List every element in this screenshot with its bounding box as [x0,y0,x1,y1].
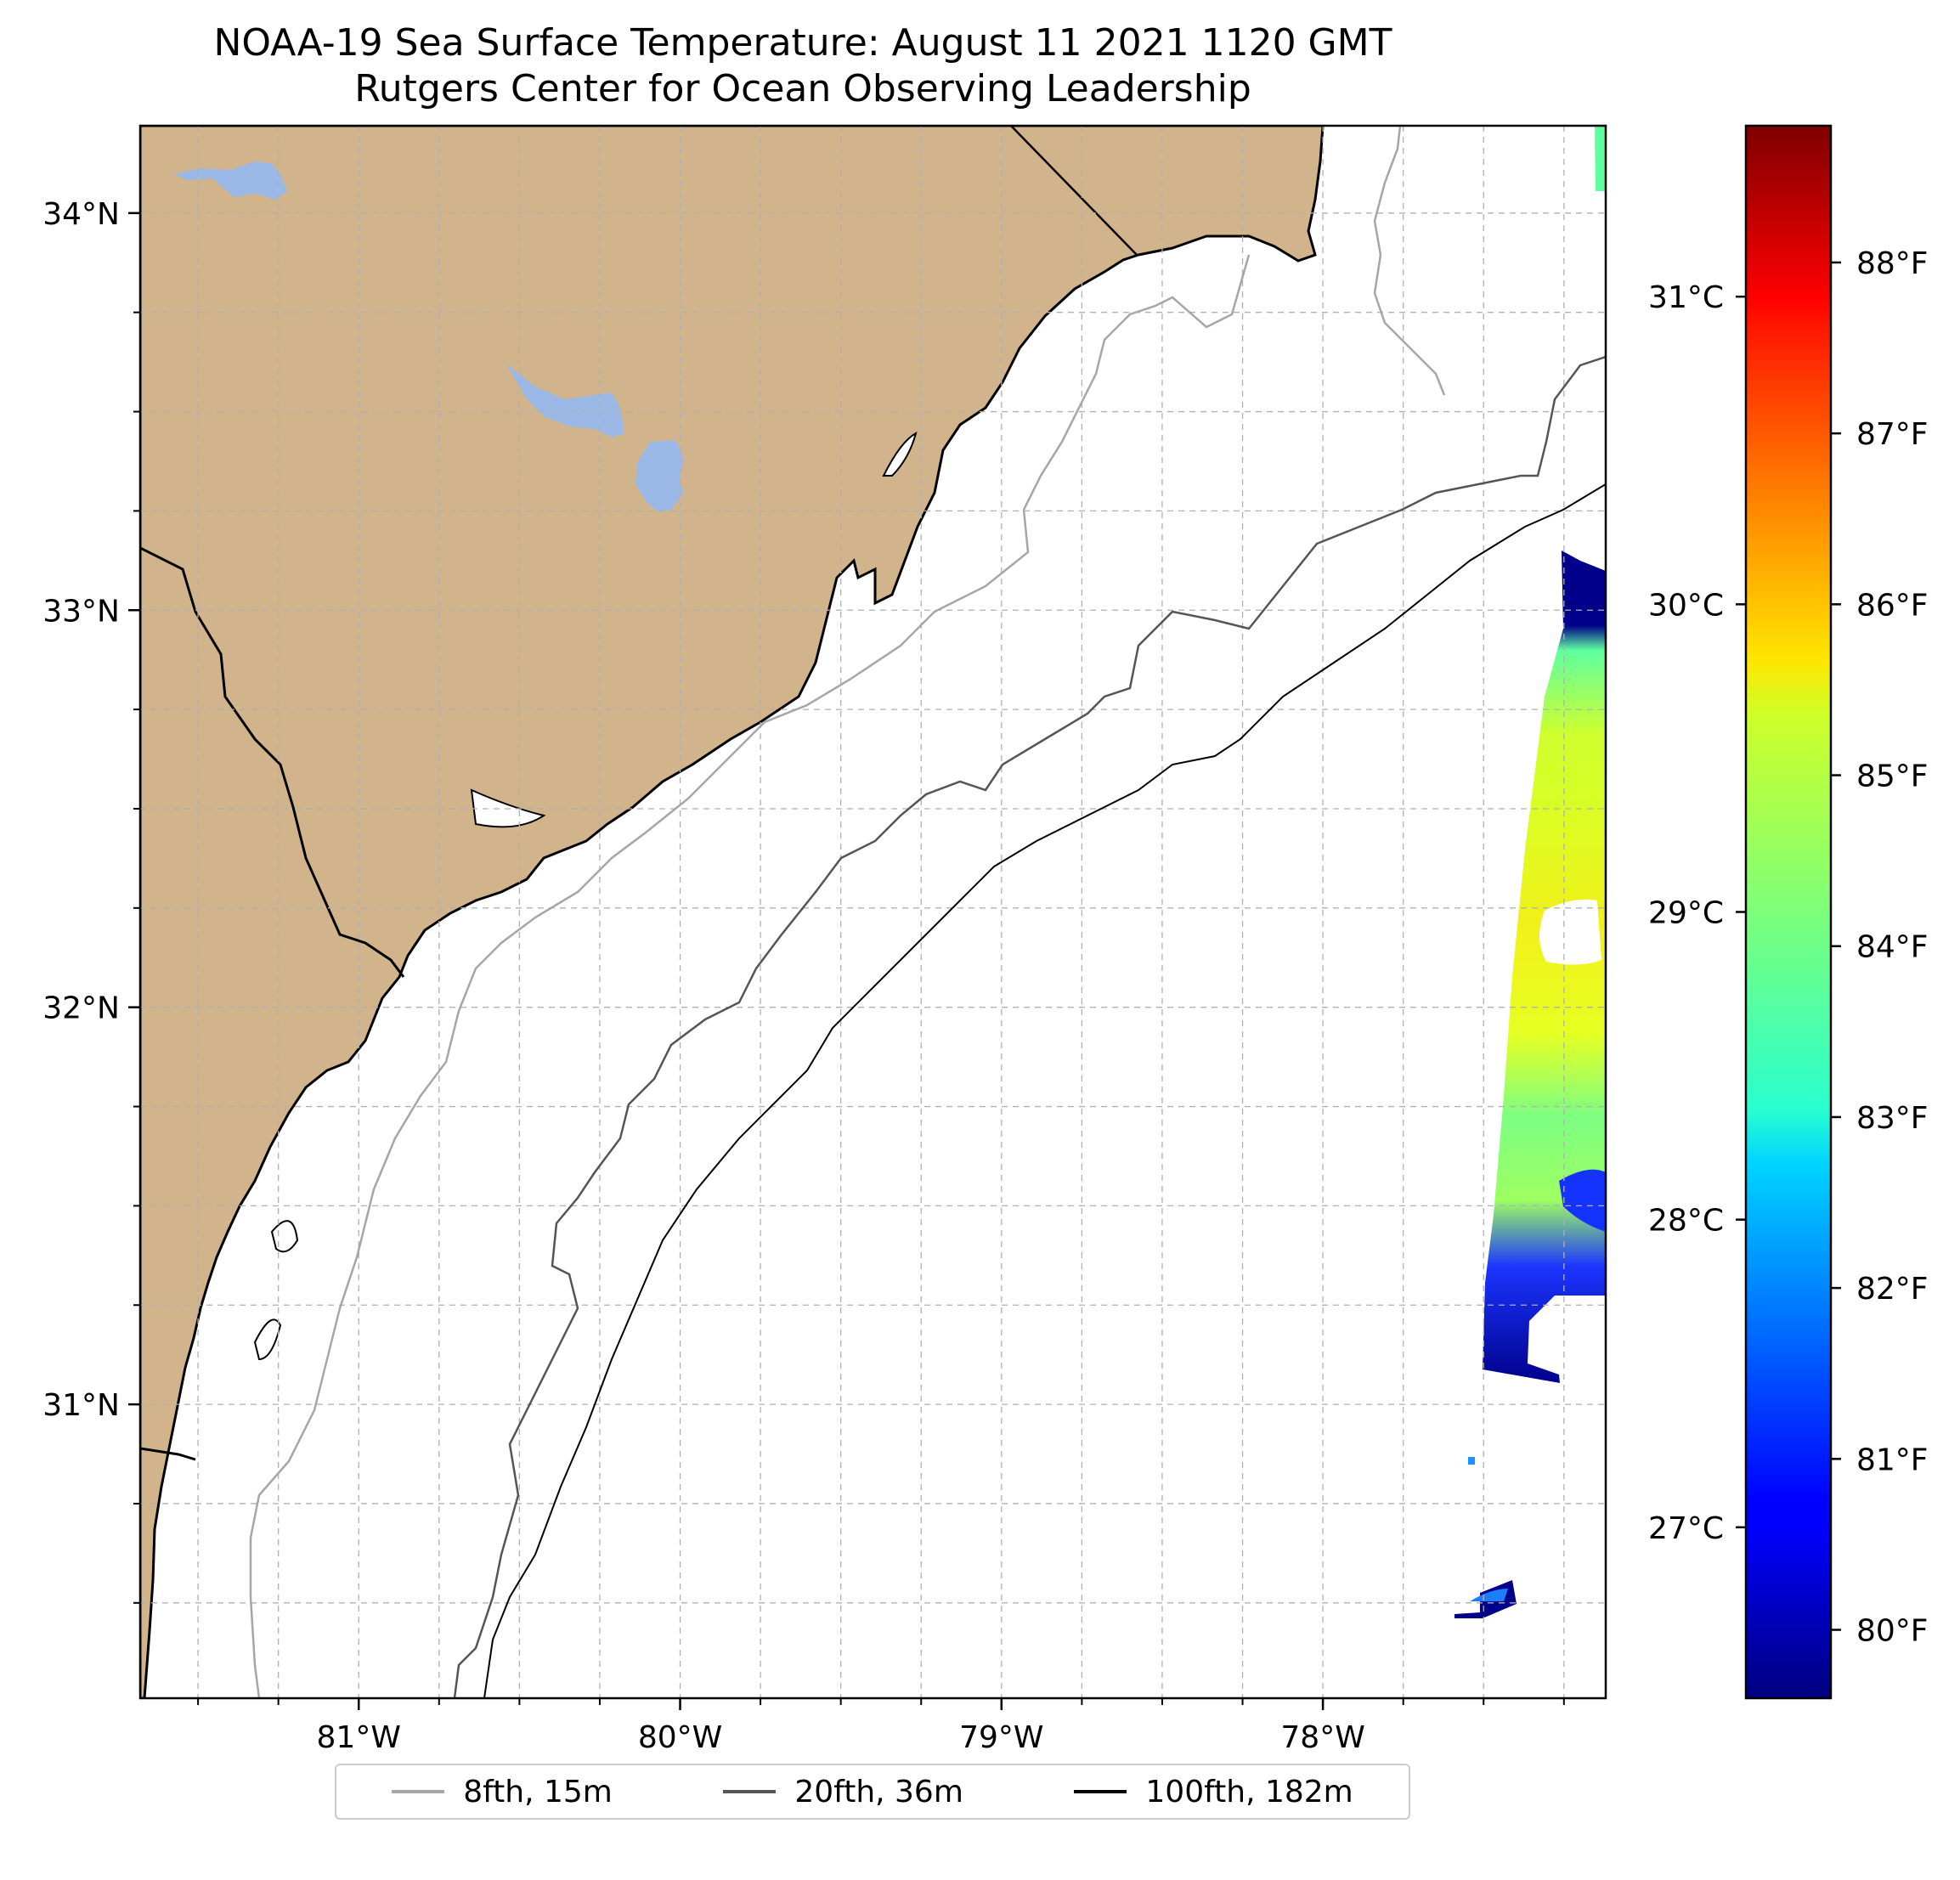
fahrenheit-tick-label: 88°F [1856,246,1929,281]
fahrenheit-tick-label: 86°F [1856,588,1929,623]
lon-tick-label: 80°W [638,1720,722,1755]
fahrenheit-tick-label: 81°F [1856,1442,1929,1477]
latitude-axis: 34°N 33°N 32°N 31°N [42,197,140,1604]
celsius-tick-label: 29°C [1648,896,1724,931]
map-area [140,126,1606,1698]
sst-swath [1454,126,1606,1618]
isobath-100fth [483,483,1606,1698]
isobath-20fth [453,355,1606,1698]
lat-tick-label: 33°N [42,594,120,629]
fahrenheit-tick-label: 80°F [1856,1614,1929,1649]
river-border [140,546,405,978]
colorbar: 88°F 87°F 86°F 85°F 84°F 83°F 82°F 81°F 80°F 31°… [1648,124,1929,1700]
longitude-axis: 81°W 80°W 79°W 78°W [197,1698,1565,1755]
colorbar-gradient [1744,124,1833,1700]
colorbar-celsius-axis: 31°C 30°C 29°C 28°C 27°C [1648,280,1746,1546]
celsius-tick-label: 27°C [1648,1511,1724,1546]
lake [635,440,684,512]
lat-tick-label: 32°N [42,991,120,1026]
map-frame [138,124,1607,1700]
lat-tick-label: 34°N [42,197,120,232]
lake [506,364,624,438]
legend-swatch-100fth [1074,1790,1127,1793]
celsius-tick-label: 31°C [1648,280,1724,315]
lon-tick-label: 81°W [317,1720,401,1755]
river-border [140,1447,196,1461]
legend-item-100fth: 100fth, 182m [1074,1775,1353,1809]
state-border [1010,126,1138,256]
legend-label-8fth: 8fth, 15m [463,1774,613,1809]
map-subtitle: Rutgers Center for Ocean Observing Leade… [354,67,1251,110]
colorbar-fahrenheit-axis: 88°F 87°F 86°F 85°F 84°F 83°F 82°F 81°F 80°F [1831,246,1929,1649]
legend-label-100fth: 100fth, 182m [1145,1774,1353,1809]
inlet [882,431,918,477]
lon-tick-label: 78°W [1280,1720,1364,1755]
lake [174,161,287,200]
land [140,126,1325,1698]
fahrenheit-tick-label: 83°F [1856,1101,1929,1136]
legend-item-8fth: 8fth, 15m [392,1775,613,1809]
celsius-tick-label: 28°C [1648,1204,1724,1239]
fahrenheit-tick-label: 85°F [1856,759,1929,794]
map-title: NOAA-19 Sea Surface Temperature: August … [213,21,1392,65]
gridlines [140,126,1606,1698]
legend-swatch-8fth [392,1790,445,1793]
legend-swatch-20fth [723,1790,777,1793]
inlet [253,1318,282,1361]
fahrenheit-tick-label: 82°F [1856,1272,1929,1307]
fahrenheit-tick-label: 87°F [1856,417,1929,452]
lat-tick-label: 31°N [42,1388,120,1423]
legend-item-20fth: 20fth, 36m [723,1775,963,1809]
isobath-8fth [249,126,1446,1698]
celsius-tick-label: 30°C [1648,588,1724,623]
lon-tick-label: 79°W [959,1720,1043,1755]
fahrenheit-tick-label: 84°F [1856,930,1929,965]
legend-label-20fth: 20fth, 36m [794,1774,963,1809]
isobath-legend: 8fth, 15m 20fth, 36m 100fth, 182m [335,1764,1410,1820]
